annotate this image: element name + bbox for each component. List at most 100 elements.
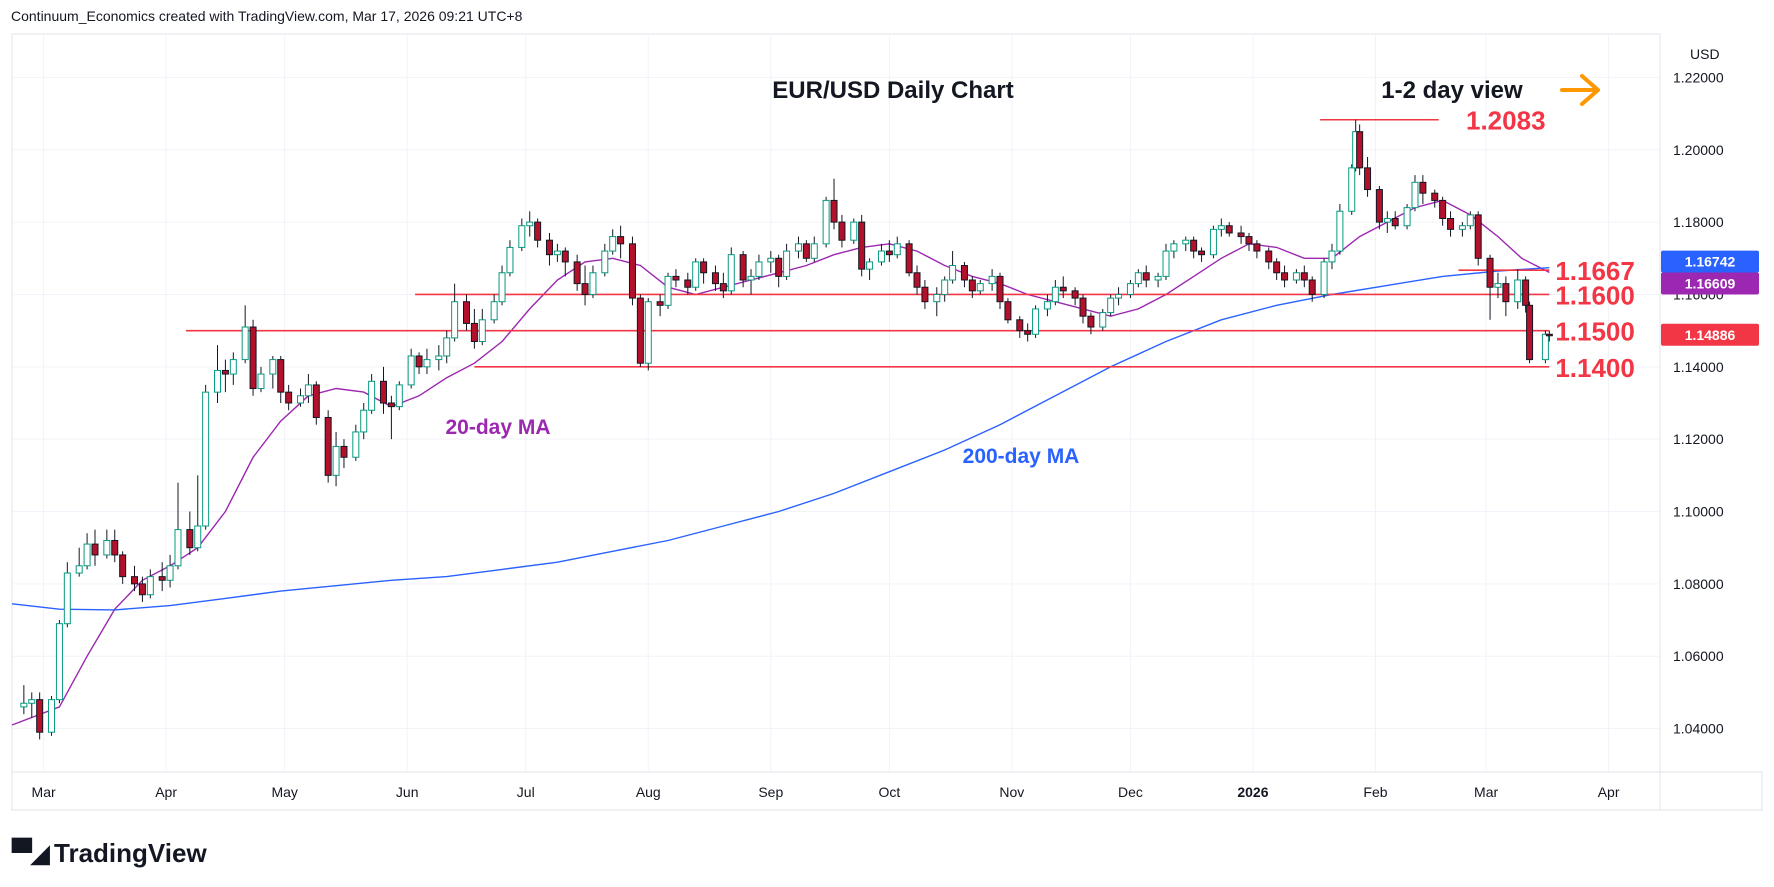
candle-body <box>1348 167 1356 212</box>
candle <box>1142 265 1150 288</box>
candle-body <box>324 416 332 476</box>
candle <box>996 272 1004 309</box>
candle-body <box>1545 333 1553 337</box>
candle <box>1051 280 1059 306</box>
candle <box>1265 247 1273 270</box>
candle <box>1466 211 1474 230</box>
candle <box>534 218 542 248</box>
arrow-right-icon <box>1560 74 1600 106</box>
candle <box>1154 272 1162 288</box>
candle <box>1403 204 1411 230</box>
candle-body <box>146 576 154 596</box>
candle <box>949 251 957 284</box>
candle-body <box>1134 272 1142 285</box>
candle-body <box>214 369 222 393</box>
candle-body <box>28 699 36 704</box>
candle-body <box>498 272 506 303</box>
ma200-line <box>11 267 1550 611</box>
candle-body <box>1099 312 1107 328</box>
candle-body <box>63 572 71 625</box>
candle-body <box>387 402 395 408</box>
candle <box>719 272 727 299</box>
candle-body <box>1431 192 1439 201</box>
candle-body <box>277 359 285 393</box>
tradingview-logo[interactable]: ▀◢ TradingView <box>12 838 207 869</box>
candle <box>360 403 368 440</box>
candle-body <box>360 409 368 433</box>
candle-body <box>1356 131 1364 169</box>
moving-averages <box>11 199 1550 726</box>
candle-body <box>1016 319 1024 332</box>
candle-body <box>877 250 885 263</box>
candle <box>905 240 913 277</box>
candle-body <box>296 395 304 404</box>
candle <box>1458 222 1466 237</box>
candle-body <box>996 275 1004 303</box>
candle <box>1336 204 1344 255</box>
candle <box>407 348 415 389</box>
x-tick-label: Nov <box>999 784 1024 800</box>
chart-title: EUR/USD Daily Chart <box>772 77 1013 104</box>
x-tick-label: Sep <box>758 784 783 800</box>
candle-body <box>893 243 901 256</box>
candle <box>1134 269 1142 288</box>
y-tick-label: 1.10000 <box>1673 504 1724 520</box>
candle <box>249 319 257 396</box>
candle <box>1087 312 1095 335</box>
candle <box>257 366 265 393</box>
candle <box>443 330 451 364</box>
y-tick-label: 1.18000 <box>1673 214 1724 230</box>
candle <box>838 214 846 248</box>
currency-label[interactable]: USD <box>1690 46 1720 62</box>
price-tag-label: 1.16609 <box>1685 275 1736 291</box>
candle <box>1375 185 1383 230</box>
candle-body <box>1265 250 1273 263</box>
candle <box>435 345 443 371</box>
candle-body <box>1328 250 1336 263</box>
candle-body <box>158 576 166 581</box>
candle <box>1016 316 1024 338</box>
candle-body <box>1419 181 1427 194</box>
candle-body <box>395 384 403 408</box>
candle <box>1198 247 1206 262</box>
candle <box>111 529 119 563</box>
candle-body <box>589 272 597 295</box>
candle <box>960 261 968 288</box>
candle <box>1245 232 1253 252</box>
candle-body <box>1107 297 1115 314</box>
candle <box>202 384 210 530</box>
candle <box>1292 269 1300 284</box>
candle <box>506 240 514 277</box>
candle-body <box>830 199 838 223</box>
candle <box>1182 236 1190 252</box>
candle <box>48 696 56 736</box>
candle-body <box>913 272 921 288</box>
candle-body <box>407 355 415 386</box>
candle-body <box>858 221 866 270</box>
candle-body <box>368 380 376 411</box>
candle <box>747 269 755 295</box>
candle-body <box>1494 283 1502 288</box>
candle-body <box>1079 297 1087 317</box>
candle-body <box>794 243 802 252</box>
candle <box>146 569 154 599</box>
candle <box>174 482 182 570</box>
candle-body <box>810 243 818 259</box>
price-tag-bg <box>1661 250 1759 273</box>
candle-body <box>941 279 949 295</box>
level-label: 1.1400 <box>1555 353 1635 383</box>
candle <box>340 439 348 469</box>
candle-body <box>719 283 727 292</box>
candle <box>1079 294 1087 324</box>
candle <box>1545 330 1553 342</box>
candle <box>1217 218 1225 237</box>
candle-body <box>379 380 387 404</box>
candle <box>581 265 589 306</box>
ma20-line <box>11 199 1550 726</box>
candle-body <box>672 275 680 281</box>
ma20-label: 20-day MA <box>445 416 550 439</box>
candle <box>119 551 127 584</box>
candle <box>794 236 802 259</box>
candle-body <box>526 221 534 227</box>
candle <box>1253 240 1261 259</box>
